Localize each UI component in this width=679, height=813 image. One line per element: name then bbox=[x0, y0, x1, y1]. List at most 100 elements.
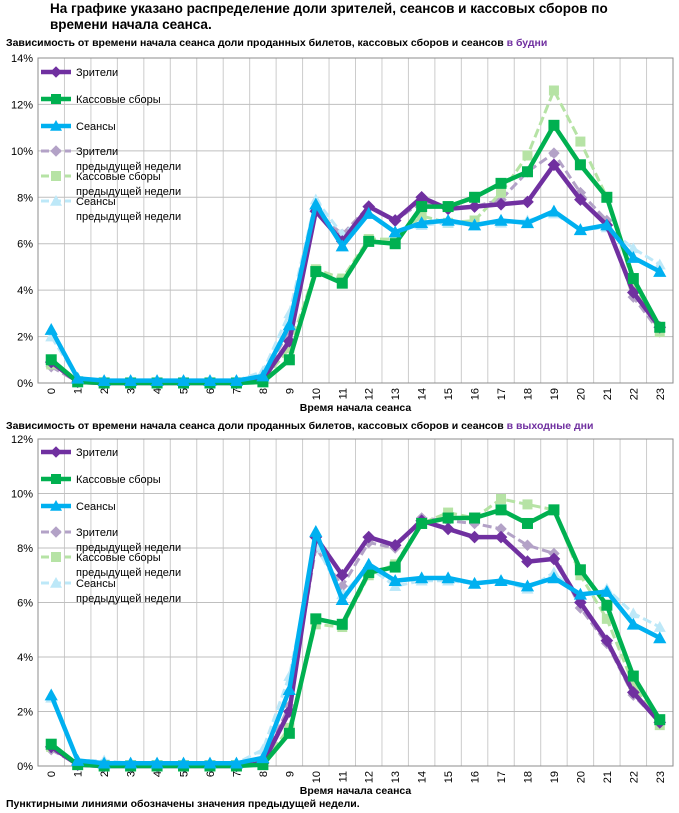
data-point bbox=[520, 216, 535, 229]
data-point bbox=[601, 613, 612, 624]
legend-marker bbox=[51, 171, 61, 181]
data-point bbox=[416, 517, 428, 529]
series-triangle bbox=[44, 197, 667, 386]
data-point bbox=[310, 266, 322, 278]
x-tick-label: 9 bbox=[284, 771, 296, 777]
chart1-title: Зависимость от времени начала сеанса дол… bbox=[6, 37, 547, 49]
y-tick-label: 6% bbox=[17, 598, 33, 610]
data-point bbox=[388, 214, 402, 227]
data-point bbox=[362, 200, 376, 213]
legend-label-line: Сеансы bbox=[76, 578, 116, 590]
data-point bbox=[653, 264, 667, 277]
data-point bbox=[335, 568, 349, 582]
data-point bbox=[71, 371, 85, 384]
data-point bbox=[282, 318, 296, 331]
legend-marker bbox=[50, 195, 62, 206]
data-point bbox=[547, 158, 561, 172]
legend-label-line: Кассовые сборы bbox=[76, 171, 161, 183]
data-point bbox=[150, 374, 164, 386]
x-tick-label: 12 bbox=[364, 388, 376, 400]
data-point bbox=[388, 225, 402, 238]
legend-label: Кассовые сборы bbox=[76, 474, 161, 486]
data-point bbox=[520, 579, 535, 592]
x-tick-label: 1 bbox=[73, 771, 85, 777]
legend-label-line: предыдущей недели bbox=[76, 186, 181, 198]
x-tick-label: 5 bbox=[179, 771, 191, 777]
data-point bbox=[627, 273, 639, 285]
legend-label-line: Зрители bbox=[76, 527, 118, 539]
data-point bbox=[521, 195, 534, 209]
legend-marker bbox=[51, 552, 61, 562]
data-point bbox=[363, 567, 375, 579]
chart2-title-main: Зависимость от времени начала сеанса дол… bbox=[6, 420, 504, 432]
x-tick-label: 23 bbox=[655, 771, 667, 783]
chart2-title-accent: в выходные дни bbox=[506, 420, 594, 432]
data-point bbox=[467, 576, 482, 589]
data-point bbox=[283, 354, 295, 366]
footnote: Пунктирными линиями обозначены значения … bbox=[6, 798, 360, 810]
x-tick-label: 15 bbox=[443, 771, 455, 783]
data-point bbox=[467, 218, 482, 231]
legend-label: Кассовые сборы bbox=[76, 94, 161, 106]
data-point bbox=[229, 374, 244, 386]
y-tick-label: 2% bbox=[17, 707, 33, 719]
legend-label: Сеансы bbox=[76, 121, 116, 133]
y-tick-label: 6% bbox=[17, 239, 33, 251]
x-tick-label: 3 bbox=[126, 388, 138, 394]
data-point bbox=[574, 596, 587, 609]
data-point bbox=[496, 187, 507, 198]
data-point bbox=[335, 239, 349, 252]
data-point bbox=[626, 251, 640, 263]
legend-label: Кассовые сборы предыдущей недели bbox=[76, 552, 181, 579]
y-tick-label: 8% bbox=[17, 192, 33, 204]
x-tick-label: 9 bbox=[284, 388, 296, 394]
data-point bbox=[548, 119, 560, 131]
data-point bbox=[522, 150, 533, 161]
x-tick-label: 11 bbox=[337, 388, 349, 399]
data-point bbox=[654, 321, 666, 333]
legend-marker bbox=[50, 526, 62, 538]
x-tick-label: 0 bbox=[46, 388, 58, 394]
data-point bbox=[335, 593, 349, 606]
chart1-title-main: Зависимость от времени начала сеанса дол… bbox=[6, 37, 504, 49]
legend-label: Зрители предыдущей недели bbox=[76, 527, 181, 554]
data-point bbox=[415, 571, 429, 584]
x-tick-label: 20 bbox=[575, 388, 587, 400]
legend-marker bbox=[50, 446, 62, 458]
data-point bbox=[573, 587, 587, 600]
x-tick-label: 5 bbox=[179, 388, 191, 394]
x-tick-label: 13 bbox=[390, 771, 402, 783]
x-tick-label: 7 bbox=[231, 388, 243, 394]
data-point bbox=[389, 238, 401, 250]
data-point bbox=[336, 580, 349, 592]
data-point bbox=[309, 525, 323, 537]
data-point bbox=[653, 631, 667, 644]
data-point bbox=[336, 618, 348, 630]
legend: Зрители Кассовые сборы Сеансы Зрители предыд… bbox=[41, 66, 181, 223]
y-tick-label: 4% bbox=[17, 285, 33, 297]
data-point bbox=[176, 374, 191, 386]
legend-label-line: предыдущей недели bbox=[76, 161, 181, 173]
x-tick-label: 22 bbox=[628, 771, 640, 783]
plot-area bbox=[37, 438, 674, 767]
x-tick-label: 10 bbox=[311, 388, 323, 400]
data-point bbox=[257, 376, 269, 388]
data-point bbox=[495, 523, 507, 535]
chart-weekends: 0%2%4%6%8%10%12%0 1 2 3 4 5 6 7 8 9 10 11 12 13 14 15 16… bbox=[11, 434, 674, 797]
data-point bbox=[283, 727, 295, 739]
chart1-title-accent: в будни bbox=[506, 37, 548, 49]
data-point bbox=[45, 354, 57, 366]
data-point bbox=[44, 688, 58, 701]
data-point bbox=[309, 197, 323, 210]
data-point bbox=[229, 756, 244, 769]
legend-label: Зрители bbox=[76, 67, 118, 79]
x-tick-label: 19 bbox=[549, 771, 561, 783]
data-point bbox=[416, 210, 427, 221]
x-tick-label: 8 bbox=[258, 388, 270, 394]
legend-label-line: предыдущей недели bbox=[76, 542, 181, 554]
data-point bbox=[44, 323, 58, 335]
data-point bbox=[574, 564, 586, 576]
data-point bbox=[495, 177, 507, 189]
x-tick-label: 22 bbox=[628, 388, 640, 400]
data-point bbox=[521, 539, 534, 552]
